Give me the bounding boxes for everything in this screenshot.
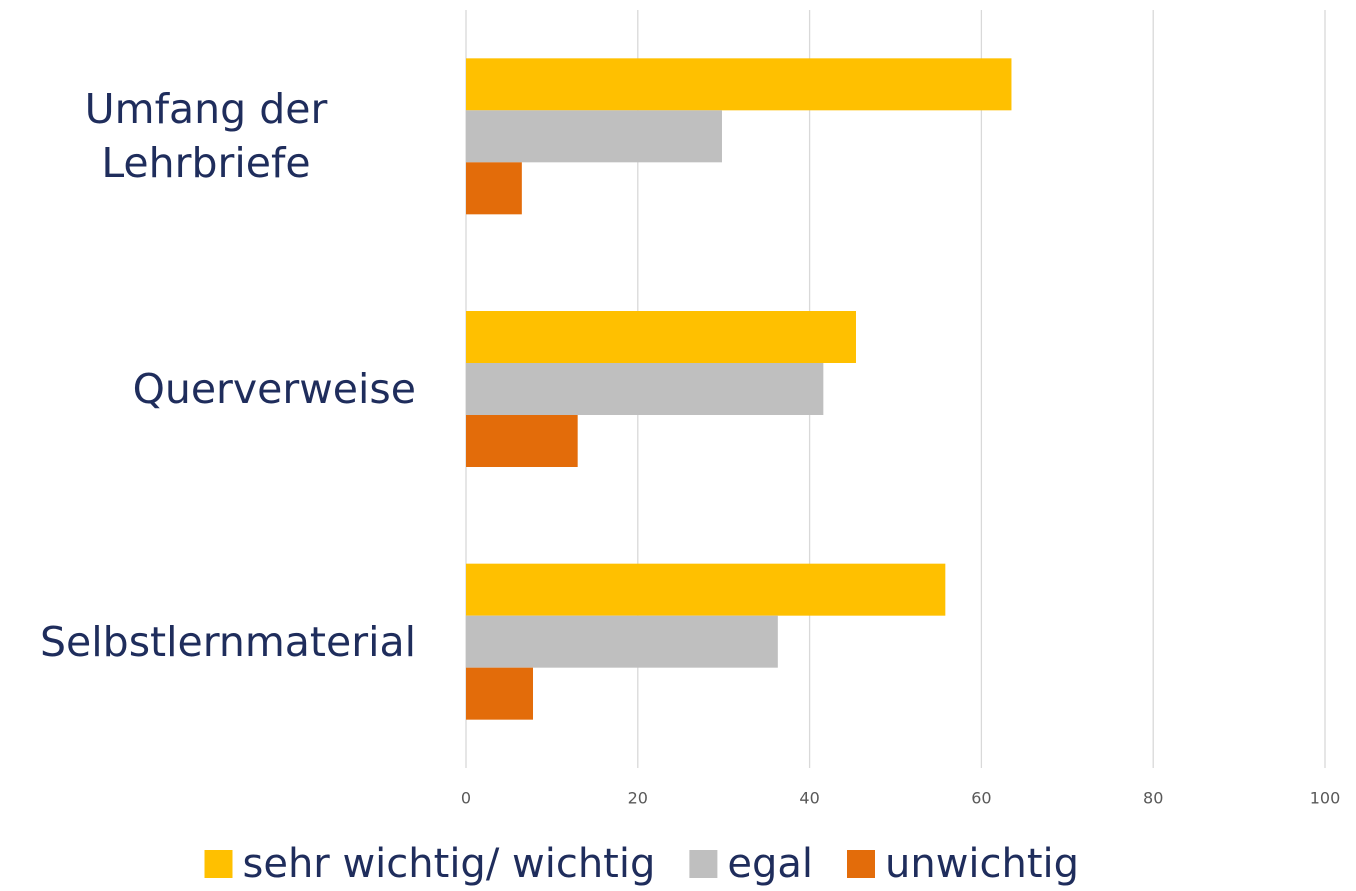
category-label: Selbstlernmaterial [0, 615, 416, 669]
bar [466, 311, 856, 363]
bar [466, 667, 534, 720]
category-text: Selbstlernmaterial [40, 617, 416, 666]
category-text: Querverweise [132, 364, 416, 413]
x-tick-label: 100 [1310, 789, 1341, 808]
legend-swatch [689, 850, 718, 878]
x-tick-label: 20 [628, 789, 648, 808]
bar [466, 415, 578, 467]
legend-swatch [204, 850, 233, 878]
bar [466, 363, 824, 415]
x-tick-label: 40 [799, 789, 819, 808]
x-tick-label: 60 [971, 789, 991, 808]
x-tick-label: 0 [461, 789, 471, 808]
bar [466, 162, 522, 215]
x-tick-label: 80 [1143, 789, 1163, 808]
legend-label: unwichtig [885, 841, 1079, 887]
category-label: Querverweise [0, 362, 416, 416]
bar [466, 563, 946, 616]
legend-swatch [847, 850, 875, 878]
bar [466, 615, 778, 668]
legend-label: sehr wichtig/ wichtig [243, 841, 656, 887]
bar [466, 58, 1012, 111]
legend-label: egal [727, 841, 813, 887]
category-text: Umfang der Lehrbriefe [84, 85, 328, 188]
bar [466, 110, 722, 163]
category-label: Umfang der Lehrbriefe [0, 82, 416, 190]
